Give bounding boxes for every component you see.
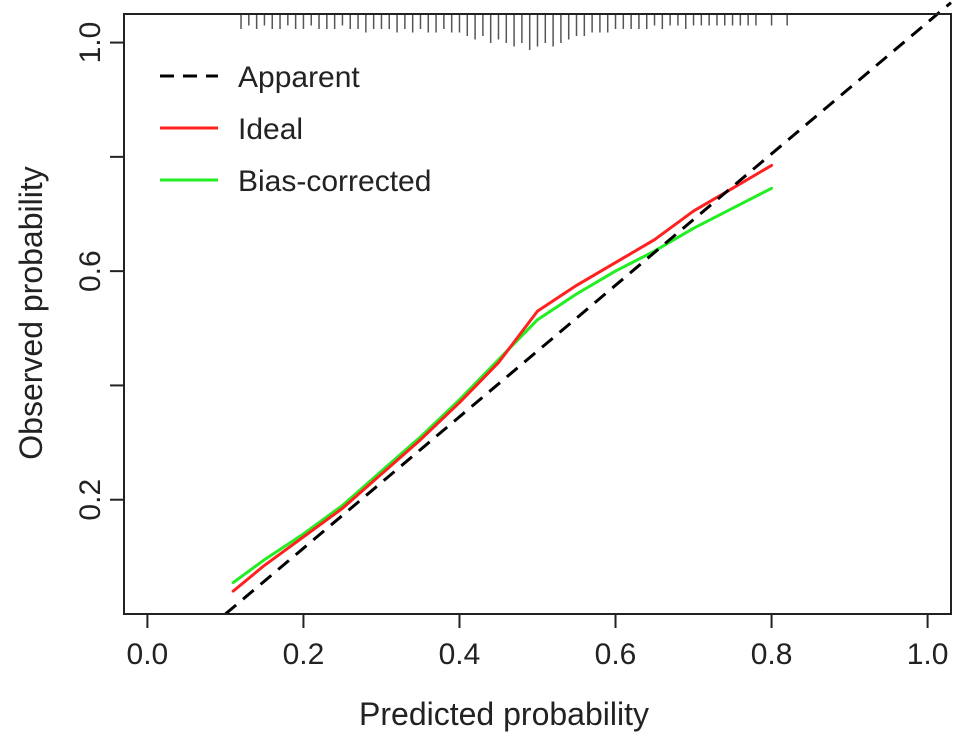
y-axis-title: Observed probability — [13, 166, 49, 459]
y-axis: 0.2 0.6 1.0 — [74, 22, 124, 521]
y-tick-label: 0.6 — [74, 250, 107, 292]
x-tick-label: 0.8 — [751, 638, 793, 671]
legend-label: Ideal — [238, 113, 303, 146]
x-axis: 0.0 0.2 0.4 0.6 0.8 1.0 — [127, 614, 949, 671]
x-tick-label: 0.6 — [595, 638, 637, 671]
x-tick-label: 0.0 — [127, 638, 169, 671]
legend-label: Apparent — [238, 61, 360, 94]
x-tick-label: 1.0 — [907, 638, 949, 671]
x-tick-label: 0.4 — [439, 638, 481, 671]
y-tick-label: 1.0 — [74, 22, 107, 64]
calibration-curves — [224, 1, 952, 616]
x-tick-label: 0.2 — [283, 638, 325, 671]
x-axis-title: Predicted probability — [359, 696, 649, 732]
legend: Apparent Ideal Bias-corrected — [160, 61, 431, 198]
legend-label: Bias-corrected — [238, 165, 431, 198]
series-line-bias-corrected — [231, 186, 774, 585]
plot-frame — [123, 13, 952, 615]
series-line-apparent — [224, 1, 952, 616]
y-tick-label: 0.2 — [74, 479, 107, 521]
rug-ticks — [240, 14, 788, 50]
series-line-ideal — [231, 163, 774, 593]
